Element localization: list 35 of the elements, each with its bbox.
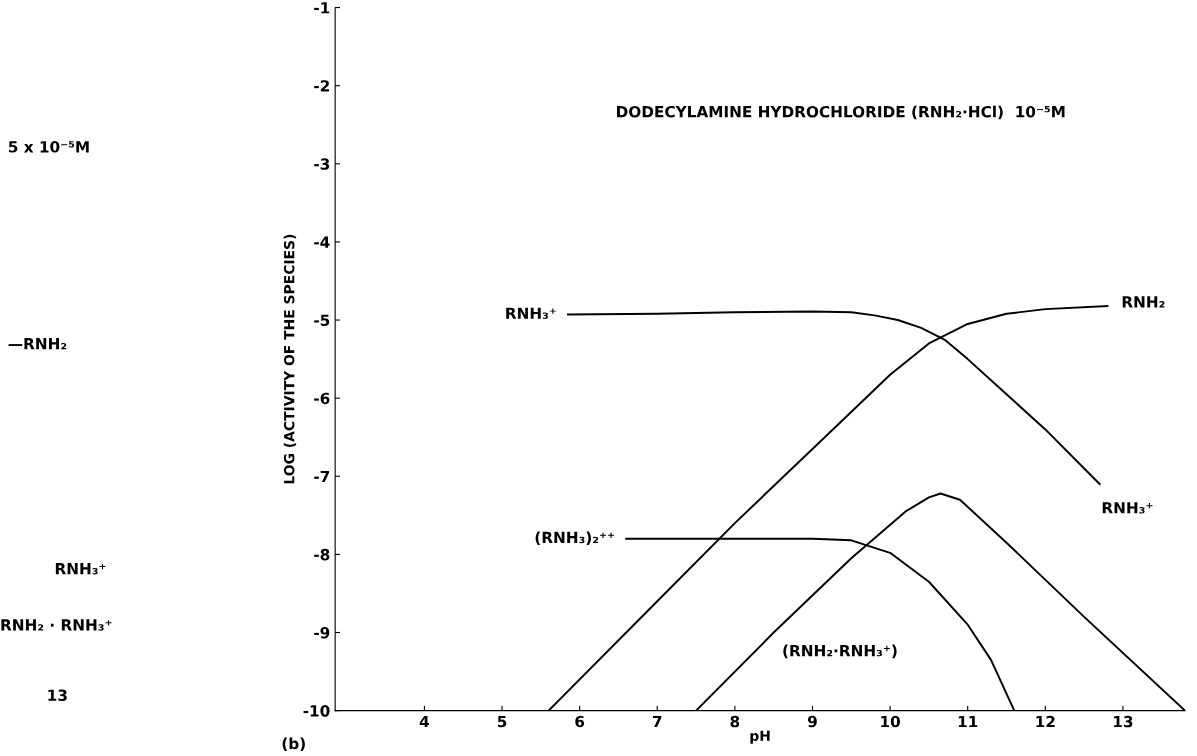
x-axis-title: pH [750,730,770,744]
x-tick-label: 6 [575,715,585,728]
x-tick-label: 4 [419,715,430,728]
x-tick-label: 8 [730,715,740,728]
y-tick-label: -1 [314,2,330,14]
series-label: (RNH₃)₂⁺⁺ [535,531,615,546]
y-tick-label: -5 [314,314,330,327]
series-label: RNH₃⁺ [506,307,556,319]
text: (b) [282,737,305,752]
y-tick-label: -10 [303,705,330,717]
y-tick-label: -3 [314,158,330,170]
x-tick-label: 9 [807,715,817,728]
text: 5 x 10⁻⁵M [8,141,89,153]
x-tick-label: 7 [652,715,662,728]
y-tick-label: -4 [314,236,330,248]
y-tick-label: -2 [314,80,329,92]
line-series [567,310,1101,486]
x-tick-label: 12 [1036,715,1055,728]
x-tick-label: 5 [497,715,507,728]
text: —RNH₂ [8,338,67,350]
text: 13 [48,689,67,702]
x-tick-label: 10 [881,715,900,728]
series-label: (RNH₂·RNH₃⁺) [783,644,897,659]
series-label: RNH₂ [1122,296,1165,308]
x-tick-label: 13 [1114,715,1133,728]
text: RNH₃⁺ [1102,502,1153,514]
x-tick-label: 11 [958,715,978,728]
y-tick-label: -7 [314,470,330,483]
y-axis-title: LOG (ACTIVITY OF THE SPECIES) [283,234,297,484]
text: RNH₂ · RNH₃⁺ [1,619,112,631]
y-tick-label: -8 [314,548,330,561]
y-tick-label: -9 [314,627,330,639]
annotation: DODECYLAMINE HYDROCHLORIDE (RNH₂·HCl) 10⁻⁵M [617,105,1065,120]
y-tick-label: -6 [314,392,330,405]
text: RNH₃⁺ [55,563,106,575]
